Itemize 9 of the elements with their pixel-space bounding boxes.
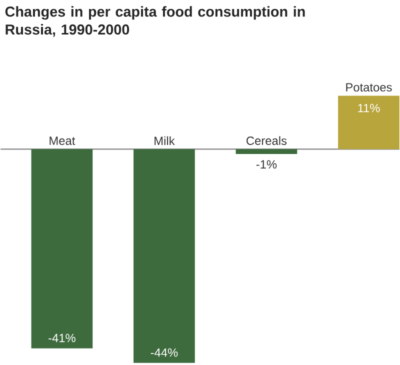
x-tick-label: Milk <box>154 136 175 146</box>
data-label: 11% <box>358 104 380 112</box>
x-tick-label: Cereals <box>246 136 287 146</box>
x-tick-label: Meat <box>50 136 76 146</box>
data-label: -44% <box>150 348 178 357</box>
x-tick-label: Potatoes <box>346 83 392 92</box>
data-label: -1% <box>256 160 277 169</box>
data-label: -41% <box>48 334 76 342</box>
chart-title: Changes in per capita food consumption in Russia, 1990-2000 <box>5 6 305 37</box>
